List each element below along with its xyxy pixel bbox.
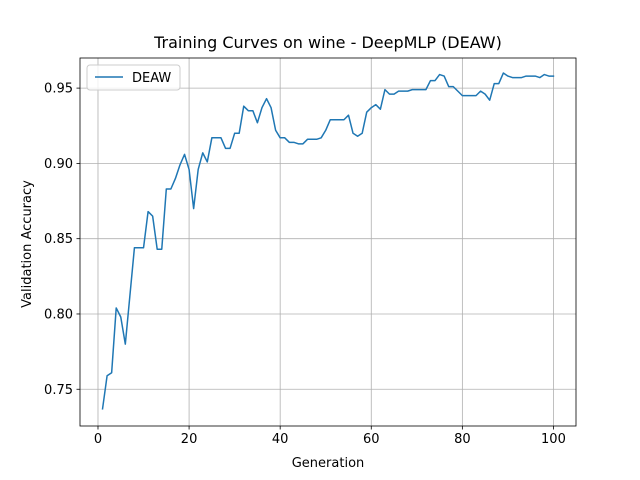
x-tick-label: 60 [363, 432, 380, 447]
y-tick-label: 0.75 [44, 383, 73, 398]
legend-label-deaw: DEAW [132, 71, 171, 86]
x-tick-label: 0 [94, 432, 102, 447]
legend-box [86, 64, 181, 91]
y-tick-label: 0.80 [44, 307, 73, 322]
y-tick-label: 0.85 [44, 232, 73, 247]
chart-title: Training Curves on wine - DeepMLP (DEAW) [153, 33, 502, 52]
plot-frame [79, 57, 577, 427]
y-axis-ticks: 0.75 0.80 0.85 0.90 0.95 [44, 82, 80, 398]
x-axis-ticks: 0 20 40 60 80 100 [94, 426, 566, 447]
y-axis-label: Validation Accuracy [20, 180, 35, 308]
x-tick-label: 80 [454, 432, 471, 447]
y-tick-label: 0.90 [44, 157, 73, 172]
x-tick-label: 100 [541, 432, 566, 447]
y-tick-label: 0.95 [44, 82, 73, 97]
series-line-deaw [101, 72, 555, 410]
x-tick-label: 20 [181, 432, 198, 447]
legend: DEAW [86, 64, 181, 91]
x-tick-label: 40 [272, 432, 289, 447]
x-axis-label: Generation [292, 456, 365, 471]
